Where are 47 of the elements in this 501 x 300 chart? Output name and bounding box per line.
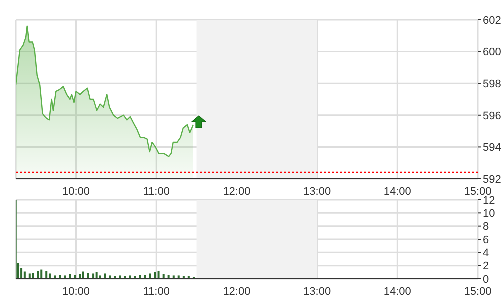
y-tick-label: 8 [483,221,490,234]
y-tick-label: 0 [483,274,490,286]
bar [82,272,84,279]
bar [48,274,51,279]
bar [99,276,102,279]
bar [154,272,156,279]
y-tick-label: 12 [483,194,496,207]
bar [119,276,122,279]
y-tick-label: 10 [483,208,496,220]
y-tick-label: 602 [483,14,501,27]
y-tick-label: 4 [483,248,490,260]
x-tick-label: 11:00 [143,286,170,298]
bar [96,272,98,279]
bar [46,271,48,279]
x-tick-label: 14:00 [384,286,412,298]
bar [87,273,90,279]
y-tick-label: 600 [483,46,501,59]
bar [28,274,31,279]
bar [178,276,180,279]
y-tick-label: 592 [483,174,501,186]
y-tick-label: 598 [483,78,501,91]
bar [158,271,160,279]
bar [64,276,66,279]
bar [149,274,152,279]
y-tick-label: 596 [483,110,501,122]
x-tick-label: 14:00 [384,186,412,198]
x-tick-label: 10:00 [62,286,90,298]
x-tick-label: 11:00 [143,186,170,198]
bar [40,270,43,279]
bar [24,272,26,279]
y-tick-label: 6 [483,234,490,246]
x-tick-label: 13:00 [304,186,332,198]
bar [129,276,132,279]
x-tick-label: 15:00 [464,286,492,298]
bar [54,276,56,279]
bar [37,271,40,279]
x-tick-label: 13:00 [304,286,332,298]
y-tick-label: 2 [483,260,490,273]
bar [32,273,34,279]
x-tick-label: 12:00 [223,186,251,198]
bar [109,276,112,279]
x-tick-label: 10:00 [62,186,90,198]
x-tick-label: 12:00 [223,286,251,298]
bar [92,274,95,279]
y-tick-label: 594 [483,142,501,154]
bar [104,274,106,279]
bar [172,276,175,279]
